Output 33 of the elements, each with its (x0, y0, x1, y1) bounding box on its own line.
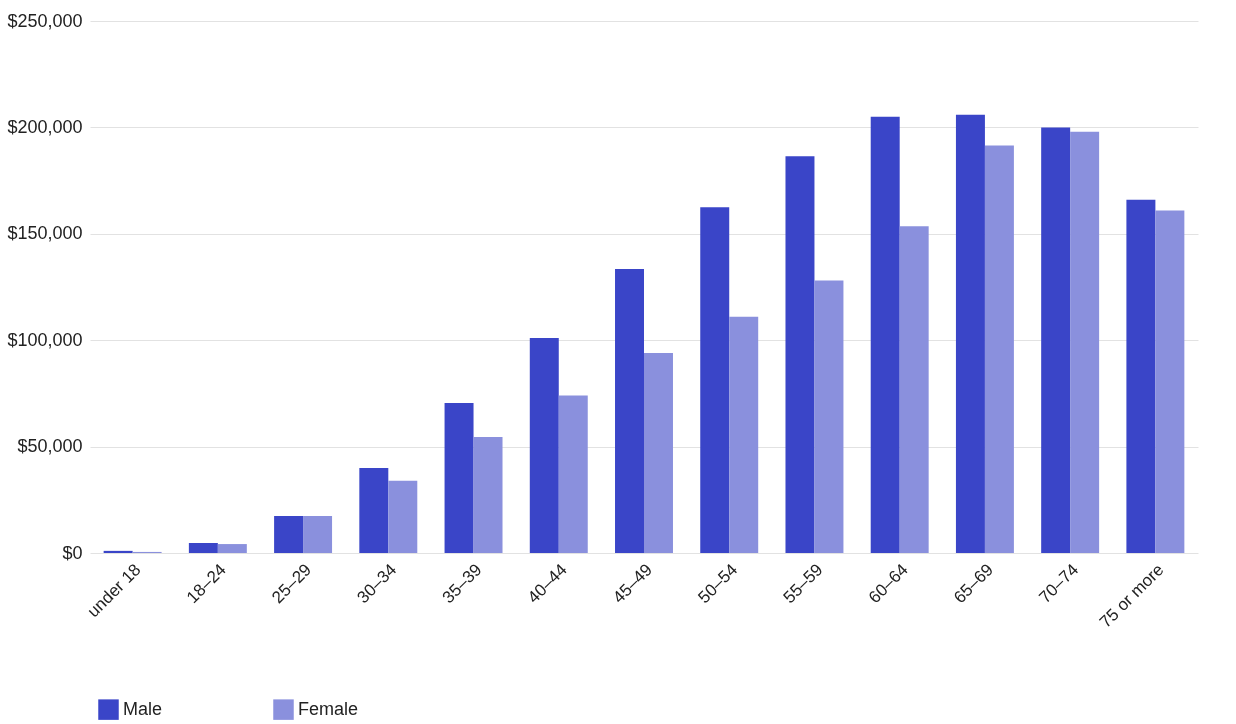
legend-label: Female (298, 698, 359, 719)
y-tick-label: $50,000 (17, 436, 83, 457)
bar (700, 207, 730, 553)
bar (558, 395, 588, 553)
bar (785, 156, 815, 553)
bar (1155, 210, 1185, 553)
y-tick-label: $0 (62, 542, 83, 563)
bar (274, 515, 304, 553)
bar (984, 145, 1014, 553)
bar (388, 480, 418, 553)
bar (188, 543, 218, 553)
bar (615, 268, 644, 553)
bar (1041, 127, 1071, 553)
bar (729, 316, 759, 553)
bar (1126, 199, 1156, 553)
y-tick-label: $100,000 (7, 329, 83, 350)
bar (444, 402, 474, 553)
bar (217, 544, 247, 553)
bar (103, 550, 133, 553)
bar (303, 515, 333, 553)
bar (359, 467, 389, 553)
bar (1070, 131, 1100, 553)
bar (870, 116, 900, 553)
bar (473, 437, 503, 553)
y-tick-label: $200,000 (7, 116, 83, 137)
bar (529, 338, 559, 553)
bar (955, 114, 985, 553)
bar (899, 226, 929, 553)
y-tick-label: $150,000 (7, 223, 83, 244)
legend-label: Male (123, 698, 163, 719)
y-tick-label: $250,000 (7, 10, 83, 31)
bar (814, 280, 844, 553)
bar (644, 352, 673, 553)
